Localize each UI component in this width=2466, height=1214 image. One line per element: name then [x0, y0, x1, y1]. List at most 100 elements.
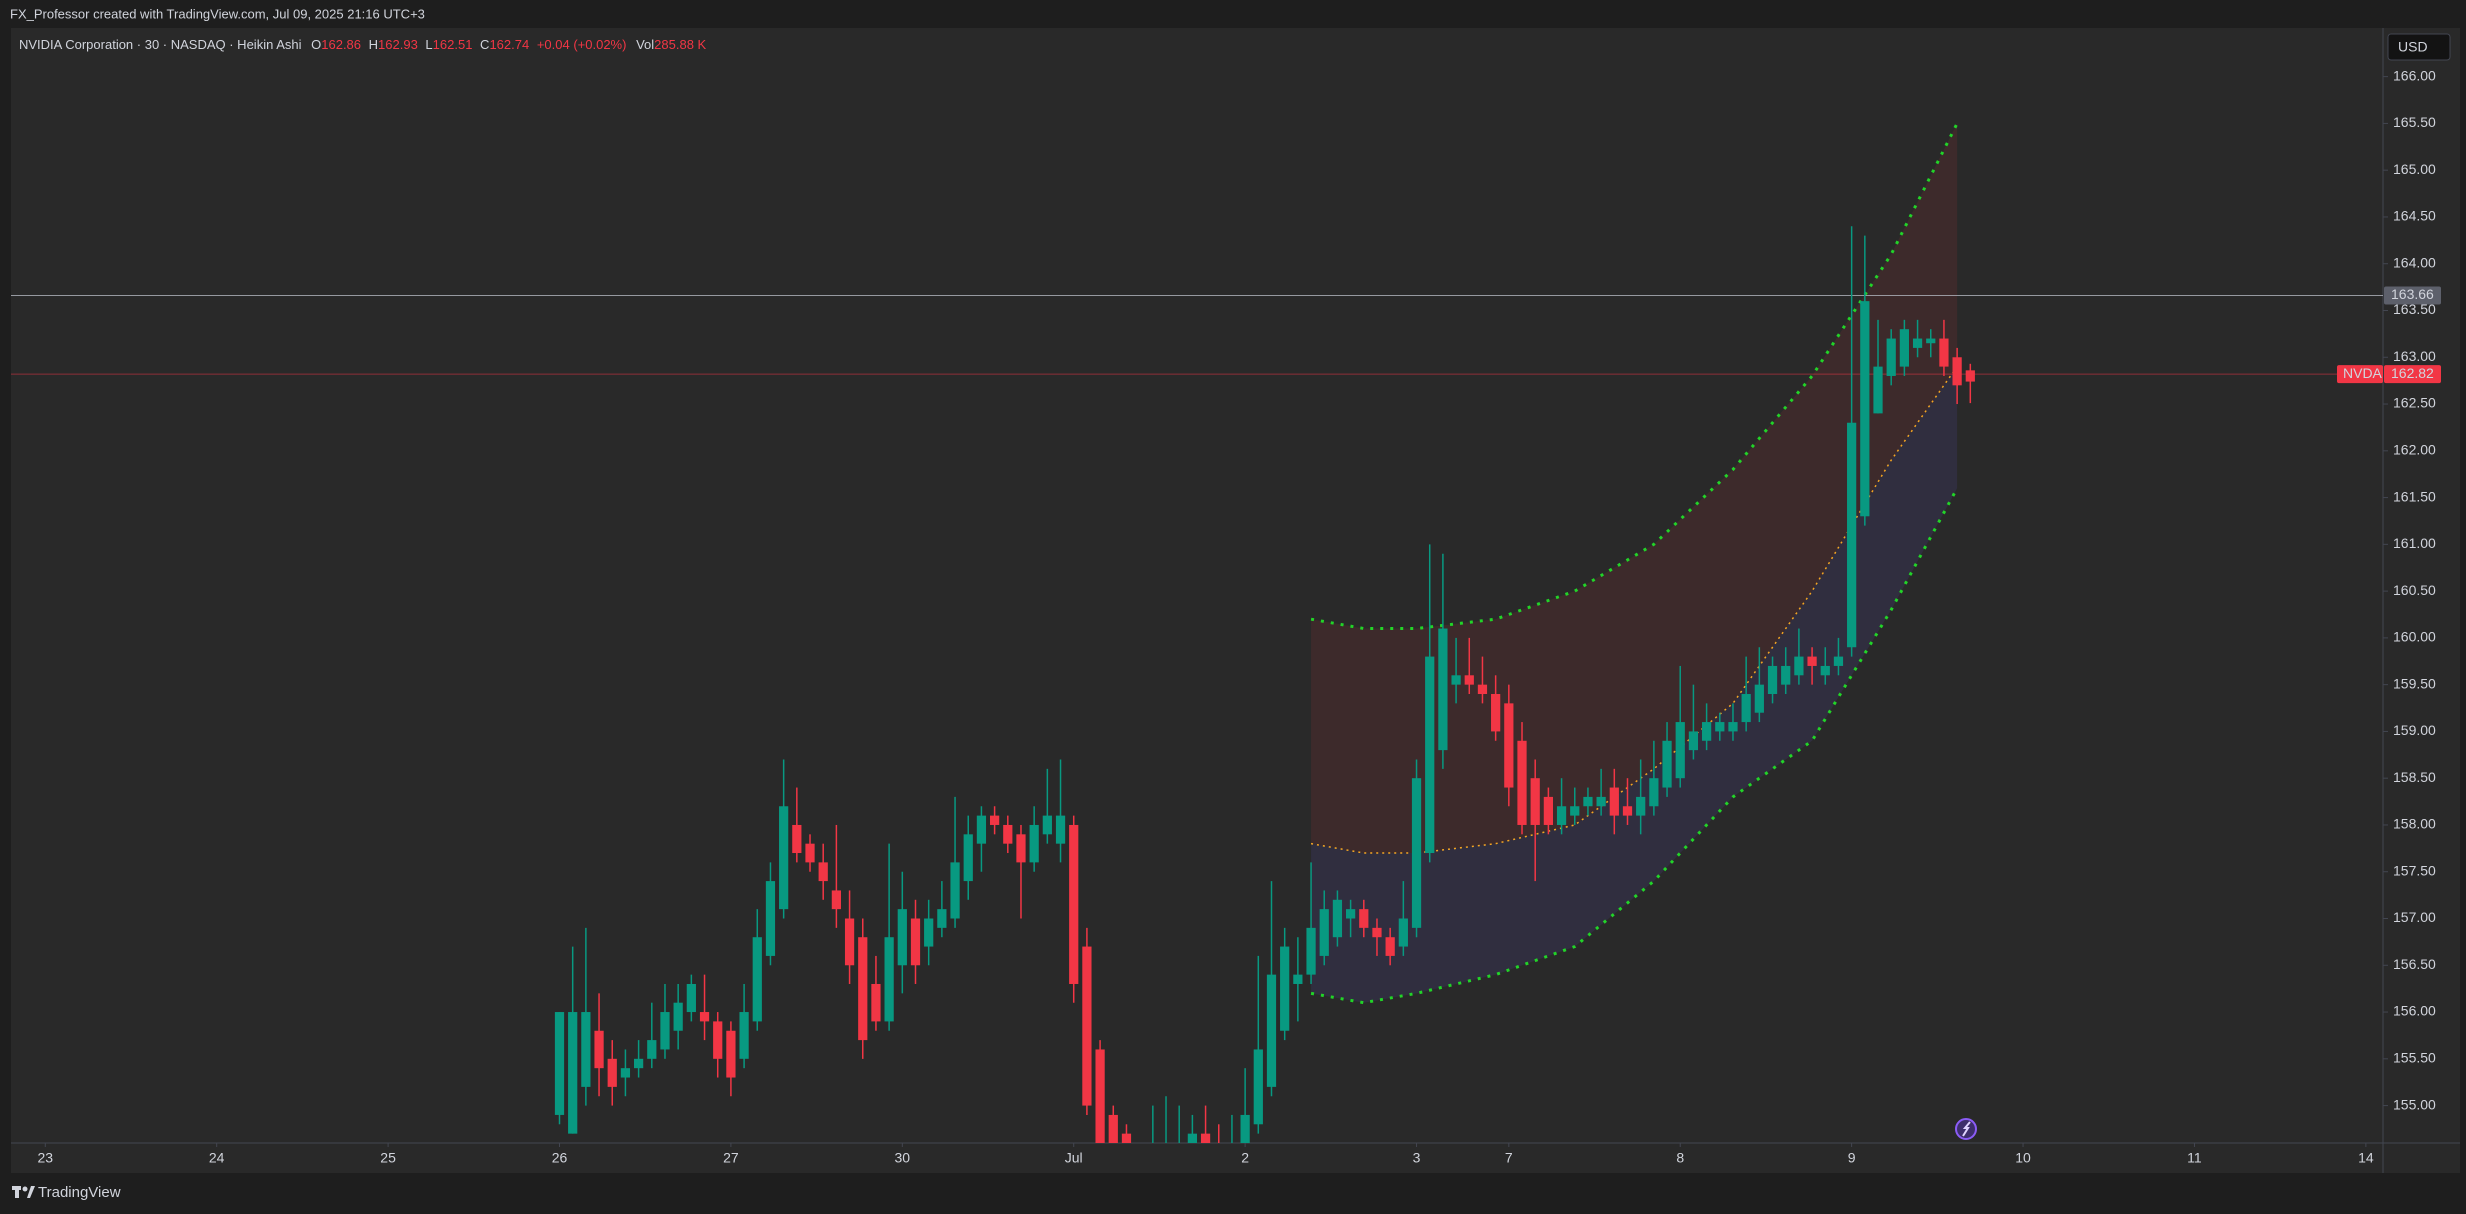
candle-body: [726, 1030, 736, 1078]
candle-body: [660, 1012, 670, 1050]
y-tick-label: 165.50: [2393, 114, 2436, 130]
y-tick-label: 166.00: [2393, 67, 2436, 83]
candle-body: [818, 862, 828, 882]
candle-body: [1411, 778, 1422, 928]
candle-body: [910, 918, 921, 966]
candle-body: [1701, 722, 1712, 741]
candle-body: [554, 1012, 565, 1115]
x-tick-label: 9: [1848, 1150, 1856, 1166]
candle-body: [1451, 675, 1461, 685]
candle-body: [844, 918, 855, 966]
candle-body: [1965, 370, 1975, 382]
candle-body: [1504, 703, 1514, 788]
candle-body: [1767, 665, 1778, 695]
candle-body: [1108, 1114, 1118, 1143]
candle-body: [1280, 946, 1290, 1031]
close-value: 162.74: [489, 37, 529, 52]
candle-body: [1860, 301, 1870, 517]
candle-body: [594, 1030, 604, 1069]
candle-body: [1847, 422, 1857, 648]
y-tick-label: 158.00: [2393, 816, 2436, 832]
x-tick-label: 11: [2187, 1150, 2202, 1166]
candle-body: [1899, 329, 1909, 367]
candle-body: [1187, 1133, 1197, 1143]
close-label: C: [480, 37, 489, 52]
candle-body: [1055, 815, 1066, 844]
candle-body: [1372, 927, 1382, 938]
open-value: 162.86: [321, 37, 361, 52]
x-tick-label: 27: [723, 1150, 739, 1166]
y-tick-label: 161.50: [2393, 488, 2436, 504]
volume-label: Vol: [636, 37, 654, 52]
y-tick-label: 156.00: [2393, 1003, 2436, 1019]
candle-body: [1069, 824, 1079, 984]
y-tick-label: 160.00: [2393, 629, 2436, 645]
candle-body: [620, 1068, 631, 1078]
candle-body: [1491, 694, 1501, 732]
footer-brand: TradingView: [38, 1184, 121, 1201]
high-label: H: [369, 37, 378, 52]
y-tick-label: 155.50: [2393, 1050, 2436, 1066]
candle-body: [568, 1012, 578, 1134]
candle-body: [1464, 675, 1474, 685]
candle-body: [924, 918, 934, 947]
candle-body: [752, 937, 762, 1022]
candle-body: [976, 815, 987, 844]
candle-body: [1306, 927, 1316, 975]
x-tick-label: 26: [552, 1150, 568, 1166]
candle-body: [792, 824, 802, 854]
lower-band-fill: [1311, 366, 1958, 1003]
change: +0.04 (+0.02%): [537, 37, 627, 52]
candle-body: [1781, 665, 1791, 685]
y-tick-label: 161.00: [2393, 535, 2436, 551]
candle-body: [989, 815, 1000, 825]
candle-body: [1425, 656, 1435, 854]
x-tick-label: 2: [1241, 1150, 1249, 1166]
candle-body: [805, 843, 815, 863]
candle-body: [858, 937, 868, 1041]
symbol-tag: [2337, 365, 2383, 384]
x-tick-label: 30: [895, 1150, 911, 1166]
y-tick-label: 164.00: [2393, 254, 2436, 270]
candle-body: [1253, 1049, 1263, 1125]
candle-body: [1003, 824, 1013, 844]
candle-body: [1082, 946, 1092, 1106]
candle-body: [1029, 824, 1039, 863]
candle-body: [765, 881, 776, 956]
currency[interactable]: USD: [2398, 39, 2428, 55]
candle-body: [1939, 338, 1949, 367]
candle-body: [1530, 778, 1540, 825]
candle-body: [699, 1012, 710, 1022]
y-tick-label: 162.50: [2393, 395, 2436, 411]
candle-body: [1121, 1133, 1132, 1143]
candle-body: [1649, 778, 1659, 807]
assistant-icon[interactable]: [1955, 1118, 1977, 1140]
y-tick-label: 157.50: [2393, 862, 2436, 878]
candle-body: [884, 937, 894, 1022]
candle-body: [647, 1040, 657, 1059]
candle-body: [1345, 909, 1356, 919]
candle-body: [1952, 357, 1962, 386]
time-axis: [11, 1143, 2460, 1173]
candle-body: [1332, 899, 1343, 938]
candle-body: [1042, 815, 1052, 835]
currency-box[interactable]: [2387, 33, 2451, 61]
upper-band-fill: [1311, 123, 1958, 854]
candle-body: [1675, 722, 1685, 779]
candle-body: [1293, 974, 1303, 984]
candle-body: [1477, 684, 1488, 695]
y-tick-label: 157.00: [2393, 909, 2436, 925]
x-tick-label: 10: [2015, 1150, 2031, 1166]
candle-body: [1517, 740, 1527, 825]
candle-body: [1636, 796, 1646, 816]
candle-body: [897, 909, 907, 966]
candle-body: [1728, 722, 1738, 732]
price-tag-label: 162.82: [2391, 365, 2434, 381]
y-tick-label: 156.50: [2393, 956, 2436, 972]
symbol-tag-label: NVDA: [2343, 365, 2383, 381]
candle-body: [1583, 796, 1593, 807]
candle-body: [581, 1012, 591, 1087]
candle-body: [633, 1058, 644, 1069]
